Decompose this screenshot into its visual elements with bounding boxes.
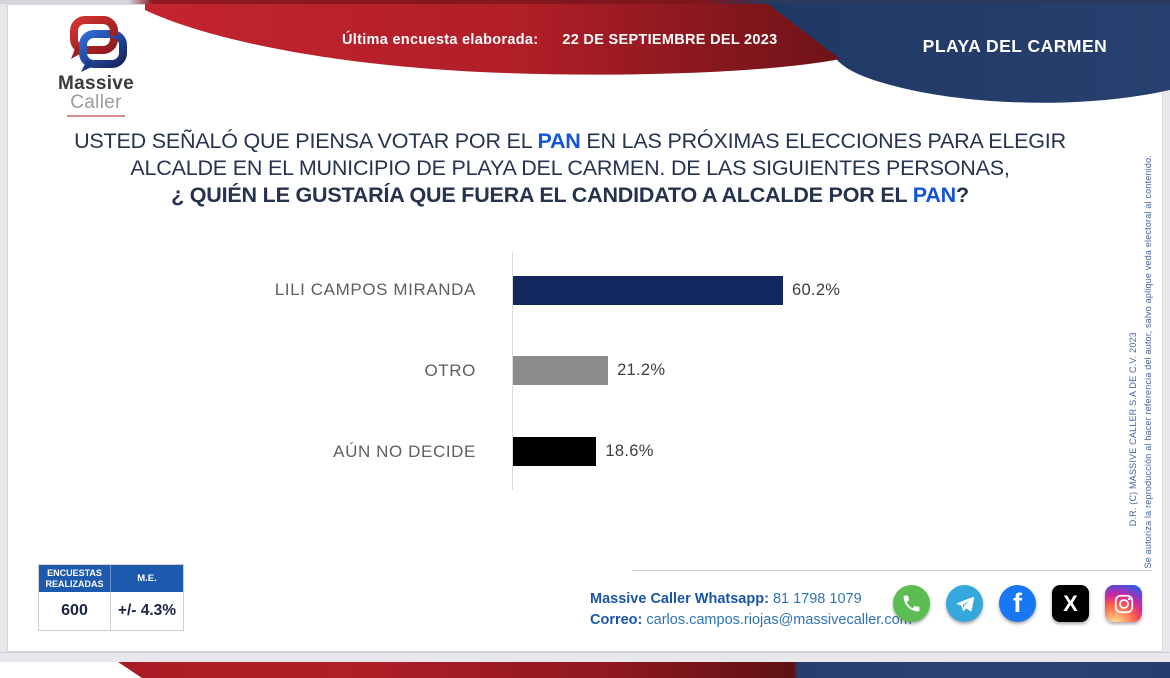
email-label: Correo:	[590, 612, 643, 628]
question-text: USTED SEÑALÓ QUE PIENSA VOTAR POR EL	[74, 129, 538, 153]
chart-axis-line	[512, 252, 513, 490]
stats-header-margin: M.E.	[137, 573, 157, 584]
brand-tagline	[67, 115, 125, 117]
facebook-icon[interactable]: f	[999, 585, 1036, 622]
question-text: ?	[955, 183, 969, 207]
email-address[interactable]: carlos.campos.riojas@massivecaller.com	[646, 612, 912, 628]
last-poll-banner: Última encuesta elaborada: 22 DE SEPTIEM…	[342, 32, 778, 48]
chart-row: LILI CAMPOS MIRANDA 60.2%	[60, 275, 1070, 305]
chart-row: AÚN NO DECIDE 18.6%	[60, 437, 1070, 467]
header-blue-shape	[750, 4, 1170, 103]
last-poll-date: 22 DE SEPTIEMBRE DEL 2023	[562, 32, 778, 48]
whatsapp-line: Massive Caller Whatsapp: 81 1798 1079	[590, 589, 912, 610]
header-ribbon	[145, 4, 1170, 103]
header-red-shape	[145, 4, 840, 75]
bar-label: AÚN NO DECIDE	[333, 441, 476, 461]
copyright-rights: D.R. (C) MASSIVE CALLER S.A DE C.V. 2023	[1128, 331, 1138, 526]
slide-background	[7, 4, 1163, 652]
stats-value-row: 600 +/- 4.3%	[39, 592, 183, 630]
whatsapp-icon[interactable]	[893, 585, 930, 622]
question-line-2: ALCALDE EN EL MUNICIPIO DE PLAYA DEL CAR…	[130, 156, 1010, 180]
contact-block: Massive Caller Whatsapp: 81 1798 1079 Co…	[590, 589, 912, 631]
whatsapp-label: Massive Caller Whatsapp:	[590, 591, 769, 607]
question-line-3: ¿ QUIÉN LE GUSTARÍA QUE FUERA EL CANDIDA…	[55, 182, 1085, 209]
stats-value-margin: +/- 4.3%	[117, 602, 177, 619]
question-text: ¿ QUIÉN LE GUSTARÍA QUE FUERA EL CANDIDA…	[171, 183, 913, 207]
bar-value: 21.2%	[617, 361, 666, 380]
bar	[513, 356, 609, 386]
massive-caller-logo: Massive Caller	[38, 16, 154, 117]
bar-label: LILI CAMPOS MIRANDA	[274, 280, 476, 300]
x-twitter-icon[interactable]: X	[1052, 585, 1089, 622]
bar	[513, 437, 597, 467]
slide-bottom-edge	[0, 652, 1170, 662]
stats-header-row: ENCUESTAS REALIZADAS M.E.	[39, 565, 183, 592]
poll-question: USTED SEÑALÓ QUE PIENSA VOTAR POR EL PAN…	[55, 128, 1085, 209]
location-title: PLAYA DEL CARMEN	[922, 36, 1108, 56]
chat-bubbles-icon	[70, 16, 127, 72]
brand-name-line1: Massive	[57, 73, 135, 94]
window-top-edge	[0, 0, 1170, 4]
email-line: Correo: carlos.campos.riojas@massivecall…	[590, 610, 912, 631]
footer-ribbon-notch	[0, 662, 142, 678]
social-icons: f X	[893, 585, 1142, 622]
footer-divider-line	[632, 570, 1152, 571]
copyright-notice: Se autoriza la reproducción al hacer ref…	[1143, 154, 1153, 568]
bar-label: OTRO	[424, 360, 476, 380]
bar	[513, 275, 783, 305]
bar-value: 60.2%	[791, 280, 841, 299]
question-text: EN LAS PRÓXIMAS ELECCIONES PARA ELEGIR	[580, 129, 1066, 153]
question-line-1: USTED SEÑALÓ QUE PIENSA VOTAR POR EL PAN…	[55, 128, 1085, 155]
footer-ribbon	[0, 662, 1170, 678]
stats-value-surveys: 600	[39, 592, 111, 630]
instagram-icon[interactable]	[1105, 585, 1142, 622]
chart-row: OTRO 21.2%	[60, 356, 1070, 386]
stats-header-surveys: ENCUESTAS REALIZADAS	[39, 565, 111, 592]
last-poll-label: Última encuesta elaborada:	[342, 32, 539, 48]
bar-value: 18.6%	[605, 442, 654, 461]
telegram-icon[interactable]	[946, 585, 983, 622]
party-highlight: PAN	[537, 129, 581, 153]
party-highlight: PAN	[912, 183, 956, 207]
bar-chart: LILI CAMPOS MIRANDA 60.2% OTRO 21.2% AÚN NO …	[60, 250, 1070, 492]
brand-name-line2: Caller	[70, 92, 122, 113]
x-glyph: X	[1063, 590, 1078, 616]
whatsapp-number: 81 1798 1079	[772, 591, 862, 607]
sample-stats-table: ENCUESTAS REALIZADAS M.E. 600 +/- 4.3%	[38, 564, 184, 631]
facebook-f-glyph: f	[1013, 588, 1022, 618]
